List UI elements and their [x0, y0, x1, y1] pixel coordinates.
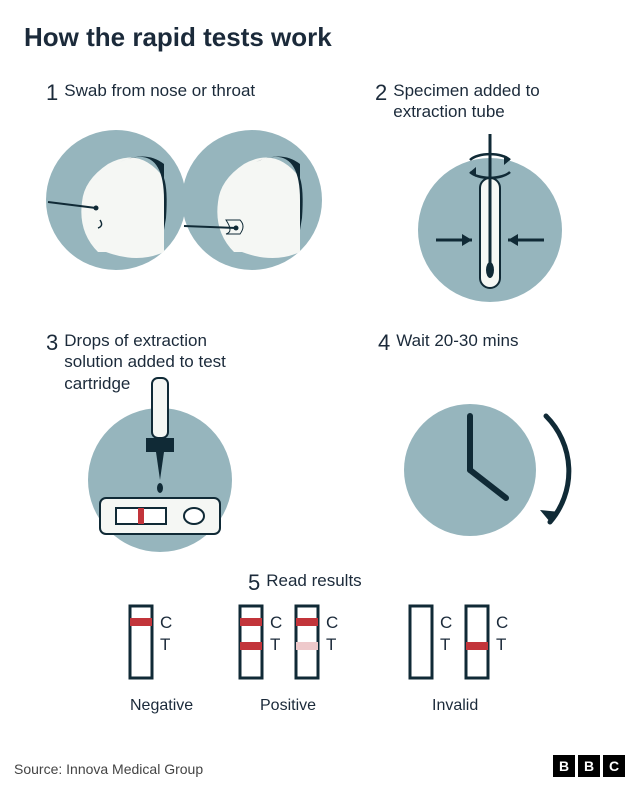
svg-text:C: C: [326, 613, 338, 632]
step2-number: 2: [375, 80, 387, 106]
svg-text:T: T: [440, 635, 450, 654]
step4-diagram: [390, 380, 580, 555]
step4-label: Wait 20-30 mins: [396, 330, 518, 351]
source-credit: Source: Innova Medical Group: [14, 761, 203, 777]
svg-text:C: C: [270, 613, 282, 632]
t-label: T: [160, 635, 170, 654]
c-label: C: [160, 613, 172, 632]
bbc-logo-b2: B: [578, 755, 600, 777]
bbc-logo: B B C: [553, 755, 625, 777]
step5-header: 5 Read results: [248, 570, 362, 596]
page-title: How the rapid tests work: [24, 22, 332, 53]
svg-text:T: T: [270, 635, 280, 654]
step2-label: Specimen added to extraction tube: [393, 80, 593, 123]
step1-number: 1: [46, 80, 58, 106]
step3-number: 3: [46, 330, 58, 356]
step2-diagram: [400, 130, 580, 315]
bbc-logo-c: C: [603, 755, 625, 777]
svg-text:C: C: [496, 613, 508, 632]
step3-diagram: [60, 370, 260, 575]
step1-header: 1 Swab from nose or throat: [46, 80, 255, 106]
bbc-logo-b1: B: [553, 755, 575, 777]
step5-label: Read results: [266, 570, 361, 591]
svg-text:Positive: Positive: [260, 697, 316, 714]
step4-header: 4 Wait 20-30 mins: [378, 330, 518, 356]
svg-text:T: T: [326, 635, 336, 654]
svg-text:T: T: [496, 635, 506, 654]
svg-text:C: C: [440, 613, 452, 632]
step1-label: Swab from nose or throat: [64, 80, 255, 101]
step2-header: 2 Specimen added to extraction tube: [375, 80, 593, 123]
step1-diagram: [44, 120, 324, 285]
svg-text:Invalid: Invalid: [432, 697, 478, 714]
results-diagram: C T C T C T C T C T: [110, 602, 550, 742]
step4-number: 4: [378, 330, 390, 356]
svg-text:Negative: Negative: [130, 697, 193, 714]
